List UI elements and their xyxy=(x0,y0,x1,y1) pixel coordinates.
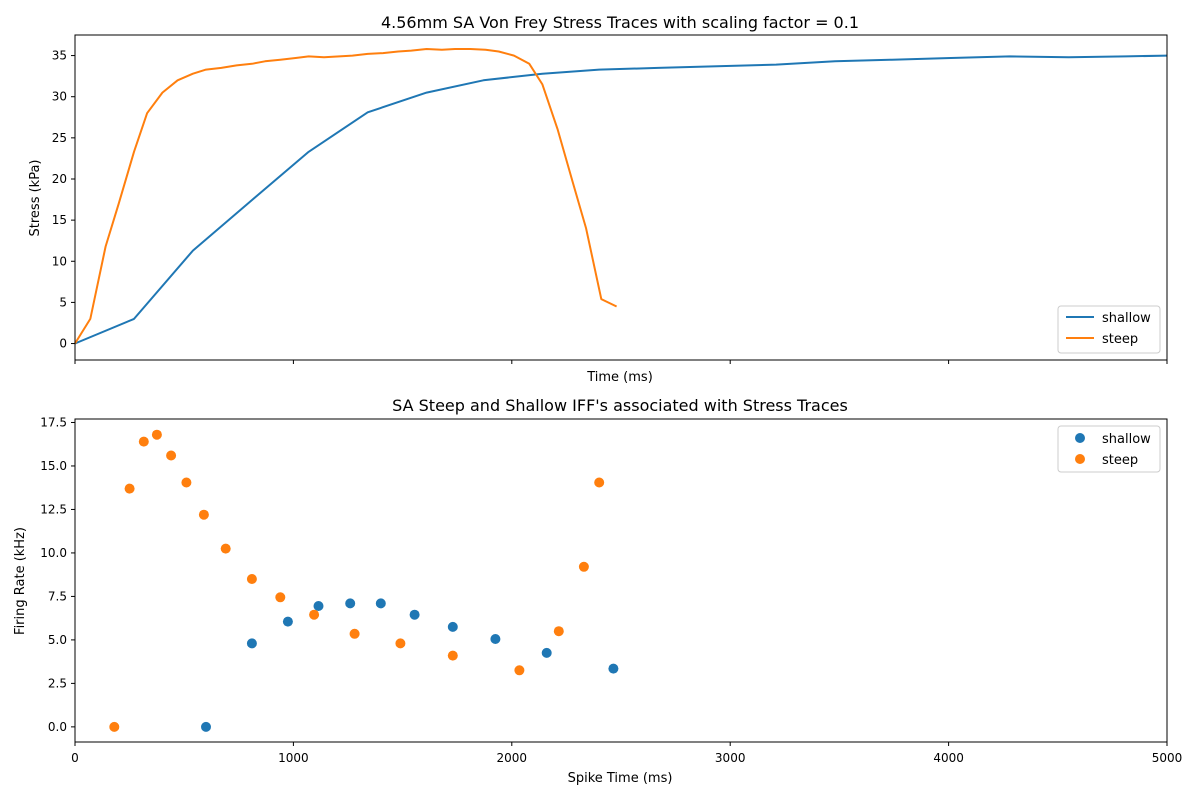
iff-scatter-plot: SA Steep and Shallow IFF's associated wi… xyxy=(13,396,1182,786)
data-point-shallow xyxy=(246,638,257,649)
y-tick-label: 0 xyxy=(59,337,67,351)
plot-frame xyxy=(74,34,1168,361)
legend: shallow steep xyxy=(1057,305,1161,354)
legend: shallow steep xyxy=(1057,425,1161,473)
series-points xyxy=(109,429,619,732)
x-tick-label: 4000 xyxy=(933,751,964,765)
data-point-shallow xyxy=(541,647,552,658)
data-point-steep xyxy=(514,665,525,676)
data-point-steep xyxy=(349,628,360,639)
data-point-steep xyxy=(181,477,192,488)
y-tick-label: 0.0 xyxy=(48,720,67,734)
y-axis-label: Firing Rate (kHz) xyxy=(13,527,28,635)
chart-title: SA Steep and Shallow IFF's associated wi… xyxy=(392,396,848,415)
y-tick-label: 7.5 xyxy=(48,589,67,603)
data-point-steep xyxy=(151,429,162,440)
y-tick-label: 10.0 xyxy=(40,546,67,560)
data-point-steep xyxy=(138,436,149,447)
series-line-shallow xyxy=(74,54,1168,345)
data-point-shallow xyxy=(447,621,458,632)
x-tick-label: 5000 xyxy=(1152,751,1183,765)
data-point-shallow xyxy=(282,616,293,627)
y-tick-label: 35 xyxy=(52,49,67,63)
data-point-steep xyxy=(109,721,120,732)
data-point-steep xyxy=(198,509,209,520)
y-tick-label: 15.0 xyxy=(40,459,67,473)
x-tick-label: 0 xyxy=(71,751,79,765)
data-point-steep xyxy=(246,574,257,584)
x-axis-label: Spike Time (ms) xyxy=(568,771,673,786)
data-point-shallow xyxy=(490,634,501,644)
y-tick-label: 15 xyxy=(52,213,67,227)
y-axis-label: Stress (kPa) xyxy=(28,160,43,237)
data-point-shallow xyxy=(313,601,324,611)
y-tick-label: 25 xyxy=(52,131,67,145)
legend-label-steep: steep xyxy=(1102,332,1138,347)
data-point-steep xyxy=(275,592,286,603)
x-tick-label: 2000 xyxy=(497,751,528,765)
axis-ticks: 0 5 10 15 20 25 30 35 xyxy=(52,49,1168,364)
x-tick-label: 1000 xyxy=(278,751,309,765)
data-point-steep xyxy=(553,626,564,637)
x-tick-label: 3000 xyxy=(715,751,746,765)
data-point-shallow xyxy=(201,721,211,732)
data-point-steep xyxy=(395,638,406,649)
x-axis-label: Time (ms) xyxy=(586,370,653,385)
plot-frame xyxy=(74,418,1168,743)
y-tick-label: 5 xyxy=(59,295,67,309)
series-line-steep xyxy=(74,48,618,345)
data-point-steep xyxy=(220,543,231,554)
data-point-steep xyxy=(309,609,320,620)
legend-label-shallow: shallow xyxy=(1102,311,1151,326)
data-point-shallow xyxy=(608,663,619,674)
y-tick-label: 5.0 xyxy=(48,633,67,647)
axis-ticks: 0 1000 2000 3000 4000 5000 0.0 2.5 5.0 7.5 10.0 12.… xyxy=(40,415,1182,765)
y-tick-label: 30 xyxy=(52,90,67,104)
stress-traces-plot: 4.56mm SA Von Frey Stress Traces with sc… xyxy=(28,13,1168,385)
data-point-steep xyxy=(578,561,589,572)
data-point-shallow xyxy=(375,598,386,609)
data-point-steep xyxy=(124,483,135,494)
legend-label-steep: steep xyxy=(1102,453,1138,468)
legend-marker-steep xyxy=(1075,454,1085,464)
series-lines xyxy=(74,48,1168,345)
y-tick-label: 12.5 xyxy=(40,502,67,516)
y-tick-label: 20 xyxy=(52,172,67,186)
data-point-shallow xyxy=(345,598,356,609)
data-point-shallow xyxy=(409,609,420,620)
legend-label-shallow: shallow xyxy=(1102,432,1151,447)
data-point-steep xyxy=(594,477,605,488)
data-point-steep xyxy=(447,650,458,661)
chart-title: 4.56mm SA Von Frey Stress Traces with sc… xyxy=(381,13,859,32)
y-tick-label: 17.5 xyxy=(40,415,67,429)
data-point-steep xyxy=(166,450,177,461)
legend-marker-shallow xyxy=(1075,433,1085,443)
y-tick-label: 10 xyxy=(52,254,67,268)
y-tick-label: 2.5 xyxy=(48,676,67,690)
